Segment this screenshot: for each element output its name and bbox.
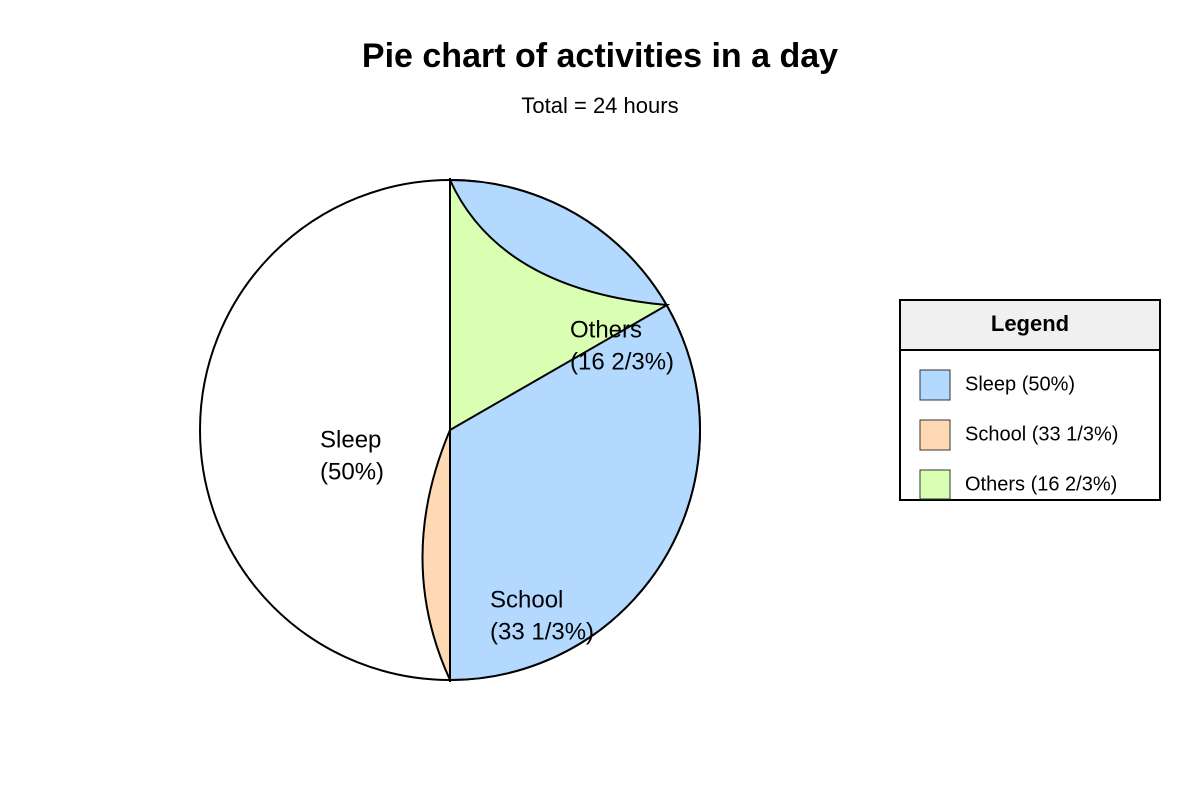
legend-swatch [919,419,951,451]
others-region [449,179,671,432]
legend-swatch [919,369,951,401]
school-region [421,429,451,681]
legend-item: School (33 1/3%) [965,423,1118,445]
legend-header [901,301,1159,350]
subtitle: Total = 24 hours [521,93,678,118]
slice-label: Sleep [320,426,381,453]
slice-share: (16 2/3%) [570,348,674,375]
slice-share: (50%) [320,458,384,485]
legend-item: Others (16 2/3%) [965,473,1117,495]
legend-item: Sleep (50%) [965,373,1075,395]
slice-label: School [490,586,563,613]
legend-swatch [919,469,951,500]
legend-title: Legend [991,311,1069,336]
slice-label: Others [570,316,642,343]
slice-share: (33 1/3%) [490,618,594,645]
title: Pie chart of activities in a day [362,37,838,75]
